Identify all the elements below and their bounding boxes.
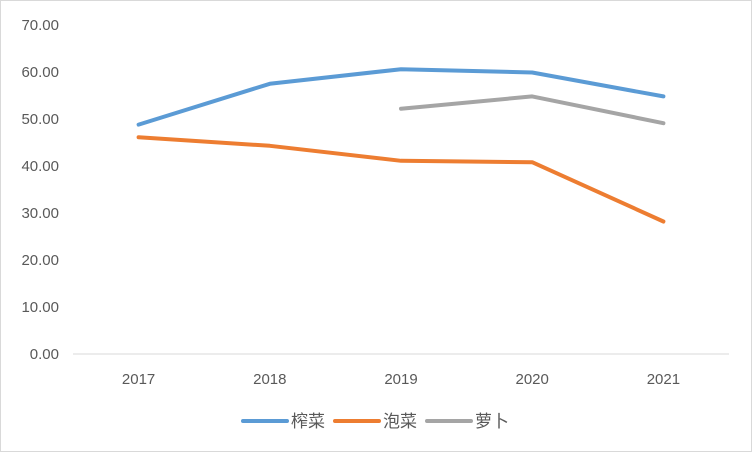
- x-axis-ticks: 2017 2018 2019 2020 2021: [122, 371, 680, 388]
- y-tick-label: 10.00: [21, 299, 59, 316]
- legend-label-1: 榨菜: [291, 412, 325, 432]
- legend: 榨菜 泡菜 萝卜: [241, 412, 509, 432]
- y-tick-label: 60.00: [21, 64, 59, 81]
- legend-label-2: 泡菜: [383, 412, 417, 432]
- series-line-3: [399, 94, 666, 126]
- series-line-2: [136, 135, 666, 224]
- x-tick-label: 2021: [647, 371, 680, 388]
- y-tick-label: 50.00: [21, 111, 59, 128]
- x-tick-label: 2019: [384, 371, 417, 388]
- y-axis-ticks: 0.00 10.00 20.00 30.00 40.00 50.00 60.00 70.00: [21, 17, 59, 363]
- series-lines: [136, 67, 666, 224]
- legend-label-3: 萝卜: [475, 412, 509, 432]
- x-tick-label: 2017: [122, 371, 155, 388]
- y-tick-label: 70.00: [21, 17, 59, 34]
- y-tick-label: 20.00: [21, 252, 59, 269]
- y-tick-label: 0.00: [30, 346, 59, 363]
- series-line-1: [136, 67, 666, 127]
- x-tick-label: 2018: [253, 371, 286, 388]
- x-tick-label: 2020: [516, 371, 549, 388]
- y-tick-label: 30.00: [21, 205, 59, 222]
- y-tick-label: 40.00: [21, 158, 59, 175]
